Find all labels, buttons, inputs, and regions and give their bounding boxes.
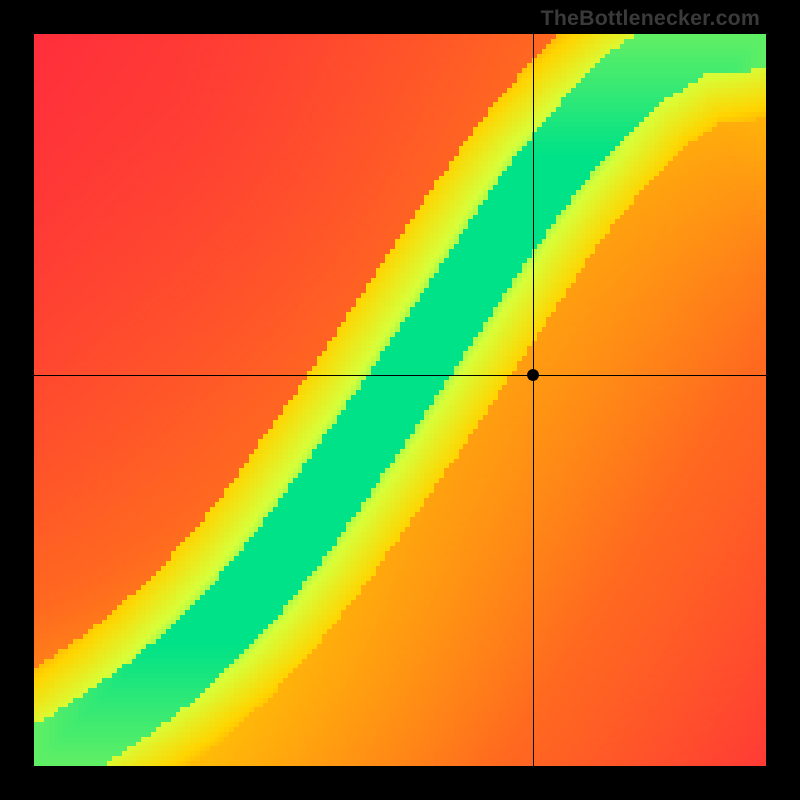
overlay-canvas bbox=[0, 0, 800, 800]
chart-root: TheBottlenecker.com bbox=[0, 0, 800, 800]
watermark-text: TheBottlenecker.com bbox=[541, 6, 760, 31]
